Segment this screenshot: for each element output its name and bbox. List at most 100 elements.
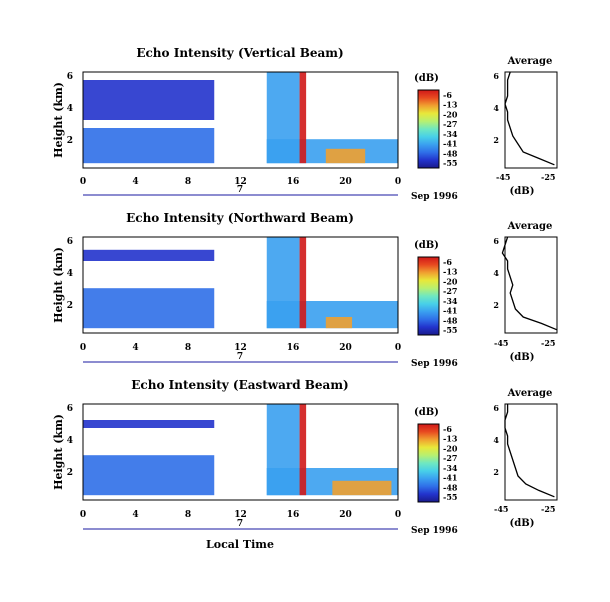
panel-northward: Echo Intensity (Northward Beam) Height (… <box>52 211 558 369</box>
avg-xlabel-eastward: (dB) <box>510 518 535 529</box>
xtick-24: 0 <box>395 343 401 353</box>
avg-title-eastward: Average <box>507 388 553 399</box>
echo-region-2-3 <box>266 404 300 496</box>
echo-region-2-5 <box>332 480 392 496</box>
cbar-tick-label: -27 <box>443 286 457 296</box>
echo-region-0-5 <box>325 148 366 164</box>
xtick-0: 0 <box>80 177 86 187</box>
cbar-unit-vertical: (dB) <box>414 73 439 84</box>
ytick-4-eastward: 4 <box>67 436 73 446</box>
avg-title-vertical: Average <box>507 56 553 67</box>
ylabel-vertical: Height (km) <box>52 82 65 158</box>
panel-title-eastward: Echo Intensity (Eastward Beam) <box>131 378 348 392</box>
cbar-tick-label: -27 <box>443 453 457 463</box>
cbar-tick-label: -20 <box>443 443 458 453</box>
echo-region-0-3 <box>266 72 300 164</box>
xtick-20: 20 <box>339 343 352 353</box>
avg-xtick-25: -25 <box>541 504 555 514</box>
ytick-4-vertical: 4 <box>67 104 73 114</box>
avg-xlabel-northward: (dB) <box>510 352 535 363</box>
cbar-tick-label: -20 <box>443 276 458 286</box>
echo-region-1-0 <box>83 288 215 329</box>
xtick-8: 8 <box>185 510 191 520</box>
cbar-tick-label: -6 <box>443 424 452 434</box>
cbar-ticks-vertical: -6-13-20-27-34-41-48-55 <box>443 90 458 168</box>
xtick-4: 4 <box>132 177 138 187</box>
xtick-12: 12 <box>234 510 247 520</box>
echo-region-1-3 <box>266 237 300 329</box>
cbar-tick-label: -6 <box>443 90 452 100</box>
xlabel-local-time: Local Time <box>206 538 274 551</box>
xticks-vertical: 0 4 8 12 16 20 0 <box>80 177 401 187</box>
avg-profile-vertical <box>504 71 555 166</box>
avg-xtick-25: -25 <box>541 338 555 348</box>
plot-frame-vertical <box>82 71 399 169</box>
heatmap-northward <box>83 237 398 329</box>
cbar-tick-label: -27 <box>443 119 457 129</box>
avg-profile-eastward <box>504 404 555 498</box>
echo-region-1-1 <box>83 249 215 261</box>
xticks-northward: 0 4 8 12 16 20 0 <box>80 343 401 353</box>
xtick-12: 12 <box>234 343 247 353</box>
avg-profile-northward <box>501 236 558 331</box>
xticks-eastward: 0 4 8 12 16 20 0 <box>80 510 401 520</box>
cbar-tick-label: -55 <box>443 492 457 502</box>
avg-ytick-4: 4 <box>493 268 499 278</box>
cbar-tick-label: -55 <box>443 325 457 335</box>
xtick-24: 0 <box>395 177 401 187</box>
cbar-unit-northward: (dB) <box>414 240 439 251</box>
echo-region-1-5 <box>325 317 353 329</box>
cbar-unit-eastward: (dB) <box>414 407 439 418</box>
avg-xtick-45: -45 <box>494 504 508 514</box>
colorbar-eastward <box>417 423 440 503</box>
cbar-tick-label: -55 <box>443 158 457 168</box>
avg-ytick-6: 6 <box>493 71 499 81</box>
echo-region-1-4 <box>299 237 307 329</box>
avg-ytick-6: 6 <box>493 236 499 246</box>
avg-ytick-4: 4 <box>493 103 499 113</box>
cbar-tick-label: -41 <box>443 306 457 316</box>
echo-region-2-0 <box>83 455 215 496</box>
ytick-6-northward: 6 <box>67 237 73 247</box>
ytick-2-vertical: 2 <box>67 136 73 146</box>
cbar-tick-label: -6 <box>443 257 452 267</box>
cbar-tick-label: -34 <box>443 296 458 306</box>
panel-title-vertical: Echo Intensity (Vertical Beam) <box>136 46 343 60</box>
ytick-6-vertical: 6 <box>67 72 73 82</box>
panel-vertical: Echo Intensity (Vertical Beam) Height (k… <box>52 46 558 202</box>
xtick-4: 4 <box>132 343 138 353</box>
xtick-0: 0 <box>80 510 86 520</box>
colorbar-vertical <box>417 89 440 169</box>
echo-region-0-4 <box>299 72 307 164</box>
cbar-tick-label: -34 <box>443 463 458 473</box>
xtick-12: 12 <box>234 177 247 187</box>
ytick-6-eastward: 6 <box>67 404 73 414</box>
cbar-ticks-eastward: -6-13-20-27-34-41-48-55 <box>443 424 458 502</box>
avg-frame-vertical <box>504 71 558 169</box>
xtick-16: 16 <box>287 177 300 187</box>
echo-region-0-1 <box>83 80 215 120</box>
day-label-northward: 7 <box>237 352 243 362</box>
xtick-8: 8 <box>185 177 191 187</box>
colorbar-northward <box>417 256 440 336</box>
cbar-tick-label: -48 <box>443 148 458 158</box>
avg-ytick-4: 4 <box>493 435 499 445</box>
heatmap-eastward <box>83 404 398 496</box>
cbar-tick-label: -13 <box>443 267 458 277</box>
avg-frame-northward <box>504 236 558 334</box>
xtick-16: 16 <box>287 510 300 520</box>
cbar-tick-label: -41 <box>443 473 457 483</box>
avg-ytick-2: 2 <box>493 300 499 310</box>
ylabel-northward: Height (km) <box>52 247 65 323</box>
ylabel-eastward: Height (km) <box>52 414 65 490</box>
xtick-8: 8 <box>185 343 191 353</box>
avg-frame-eastward <box>504 403 558 501</box>
xtick-20: 20 <box>339 177 352 187</box>
avg-ytick-2: 2 <box>493 467 499 477</box>
xtick-24: 0 <box>395 510 401 520</box>
cbar-tick-label: -41 <box>443 139 457 149</box>
xtick-0: 0 <box>80 343 86 353</box>
echo-region-0-0 <box>83 128 215 164</box>
plot-frame-northward <box>82 236 399 334</box>
